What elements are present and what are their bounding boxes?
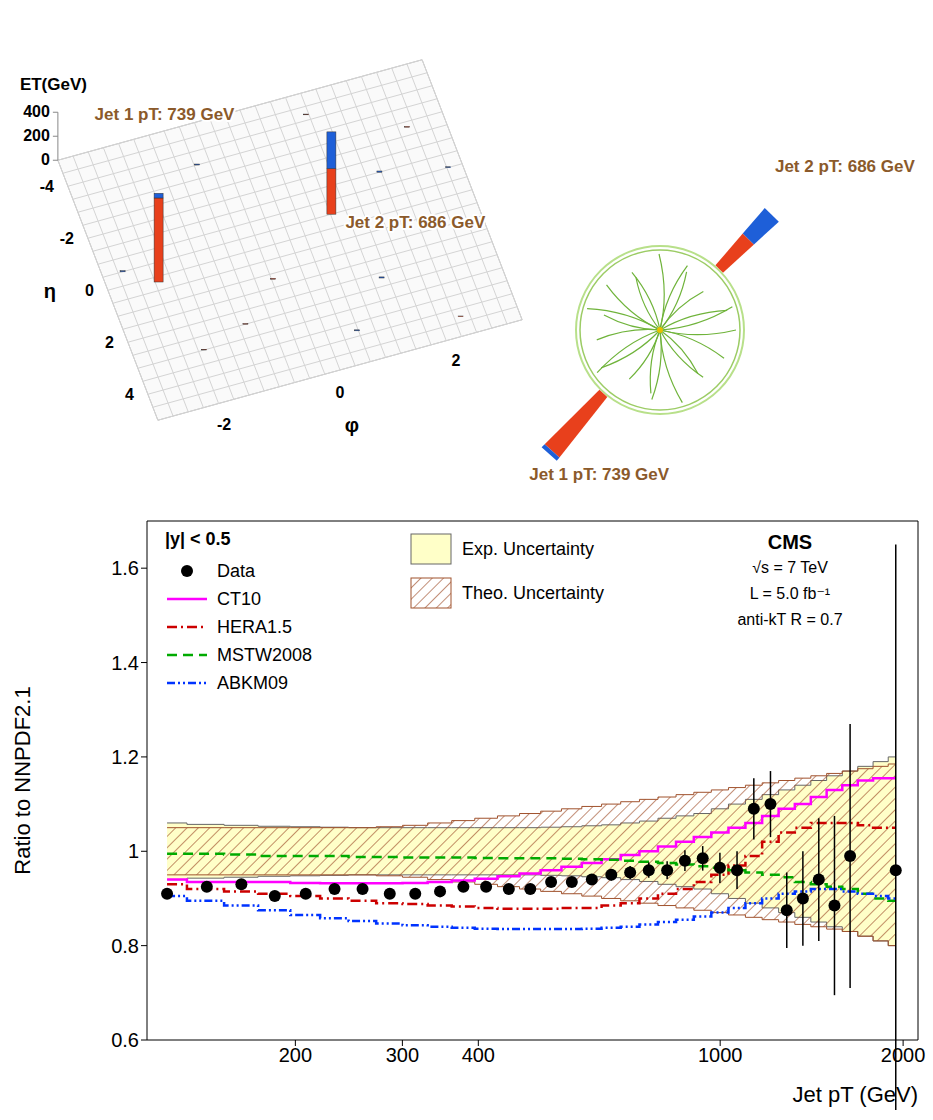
svg-text:2: 2 xyxy=(105,334,114,351)
html-text:Theo. Uncertainty: Theo. Uncertainty xyxy=(462,582,605,603)
svg-text:-2: -2 xyxy=(217,416,231,433)
html-text:L = 5.0 fb⁻¹: L = 5.0 fb⁻¹ xyxy=(749,585,831,602)
svg-text:0: 0 xyxy=(41,151,50,168)
svg-text:Jet pT (GeV): Jet pT (GeV) xyxy=(792,1082,918,1107)
svg-text:1.2: 1.2 xyxy=(111,746,139,768)
svg-text:400: 400 xyxy=(23,103,50,120)
svg-text:-2: -2 xyxy=(60,230,74,247)
svg-text:Jet 1 pT: 739 GeV: Jet 1 pT: 739 GeV xyxy=(95,105,236,124)
svg-text:0: 0 xyxy=(336,384,345,401)
svg-text:ET(GeV): ET(GeV) xyxy=(20,75,87,94)
svg-text:200: 200 xyxy=(279,1044,312,1066)
html-text:Data: Data xyxy=(217,560,255,581)
svg-text:Jet 1 pT: 739 GeV: Jet 1 pT: 739 GeV xyxy=(529,465,670,484)
html-text:√s = 7 TeV: √s = 7 TeV xyxy=(752,559,828,576)
svg-text:Jet 2 pT: 686 GeV: Jet 2 pT: 686 GeV xyxy=(345,213,486,232)
svg-text:200: 200 xyxy=(23,127,50,144)
svg-text:400: 400 xyxy=(462,1044,495,1066)
svg-text:-4: -4 xyxy=(40,178,54,195)
html-text:ABKM09: ABKM09 xyxy=(217,672,288,693)
svg-text:Jet 2 pT: 686 GeV: Jet 2 pT: 686 GeV xyxy=(775,157,916,176)
html-text:Exp. Uncertainty: Exp. Uncertainty xyxy=(462,538,595,559)
svg-text:Ratio to NNPDF2.1: Ratio to NNPDF2.1 xyxy=(10,686,35,874)
svg-text:1.6: 1.6 xyxy=(111,557,139,579)
svg-text:φ: φ xyxy=(345,414,359,436)
html-text:MSTW2008: MSTW2008 xyxy=(217,644,312,665)
html-text:HERA1.5: HERA1.5 xyxy=(217,616,292,637)
html-text:CMS: CMS xyxy=(767,531,813,553)
html-text:anti-kT R = 0.7: anti-kT R = 0.7 xyxy=(737,611,843,628)
svg-text:0: 0 xyxy=(85,282,94,299)
svg-text:η: η xyxy=(44,280,56,302)
svg-text:2: 2 xyxy=(452,352,461,369)
svg-text:300: 300 xyxy=(386,1044,419,1066)
svg-text:1.4: 1.4 xyxy=(111,652,139,674)
svg-text:4: 4 xyxy=(125,386,134,403)
svg-text:2000: 2000 xyxy=(881,1044,926,1066)
html-text:|y| < 0.5: |y| < 0.5 xyxy=(165,529,231,549)
svg-text:1: 1 xyxy=(128,840,139,862)
svg-text:0.8: 0.8 xyxy=(111,935,139,957)
html-text:CT10: CT10 xyxy=(217,588,261,609)
svg-text:1000: 1000 xyxy=(698,1044,743,1066)
svg-text:0.6: 0.6 xyxy=(111,1029,139,1051)
